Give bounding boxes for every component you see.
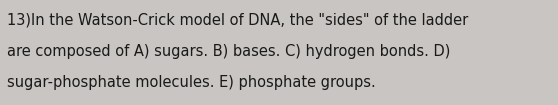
Text: 13)In the Watson-Crick model of DNA, the "sides" of the ladder: 13)In the Watson-Crick model of DNA, the… — [7, 13, 469, 28]
Text: sugar-phosphate molecules. E) phosphate groups.: sugar-phosphate molecules. E) phosphate … — [7, 75, 376, 90]
Text: are composed of A) sugars. B) bases. C) hydrogen bonds. D): are composed of A) sugars. B) bases. C) … — [7, 44, 451, 59]
